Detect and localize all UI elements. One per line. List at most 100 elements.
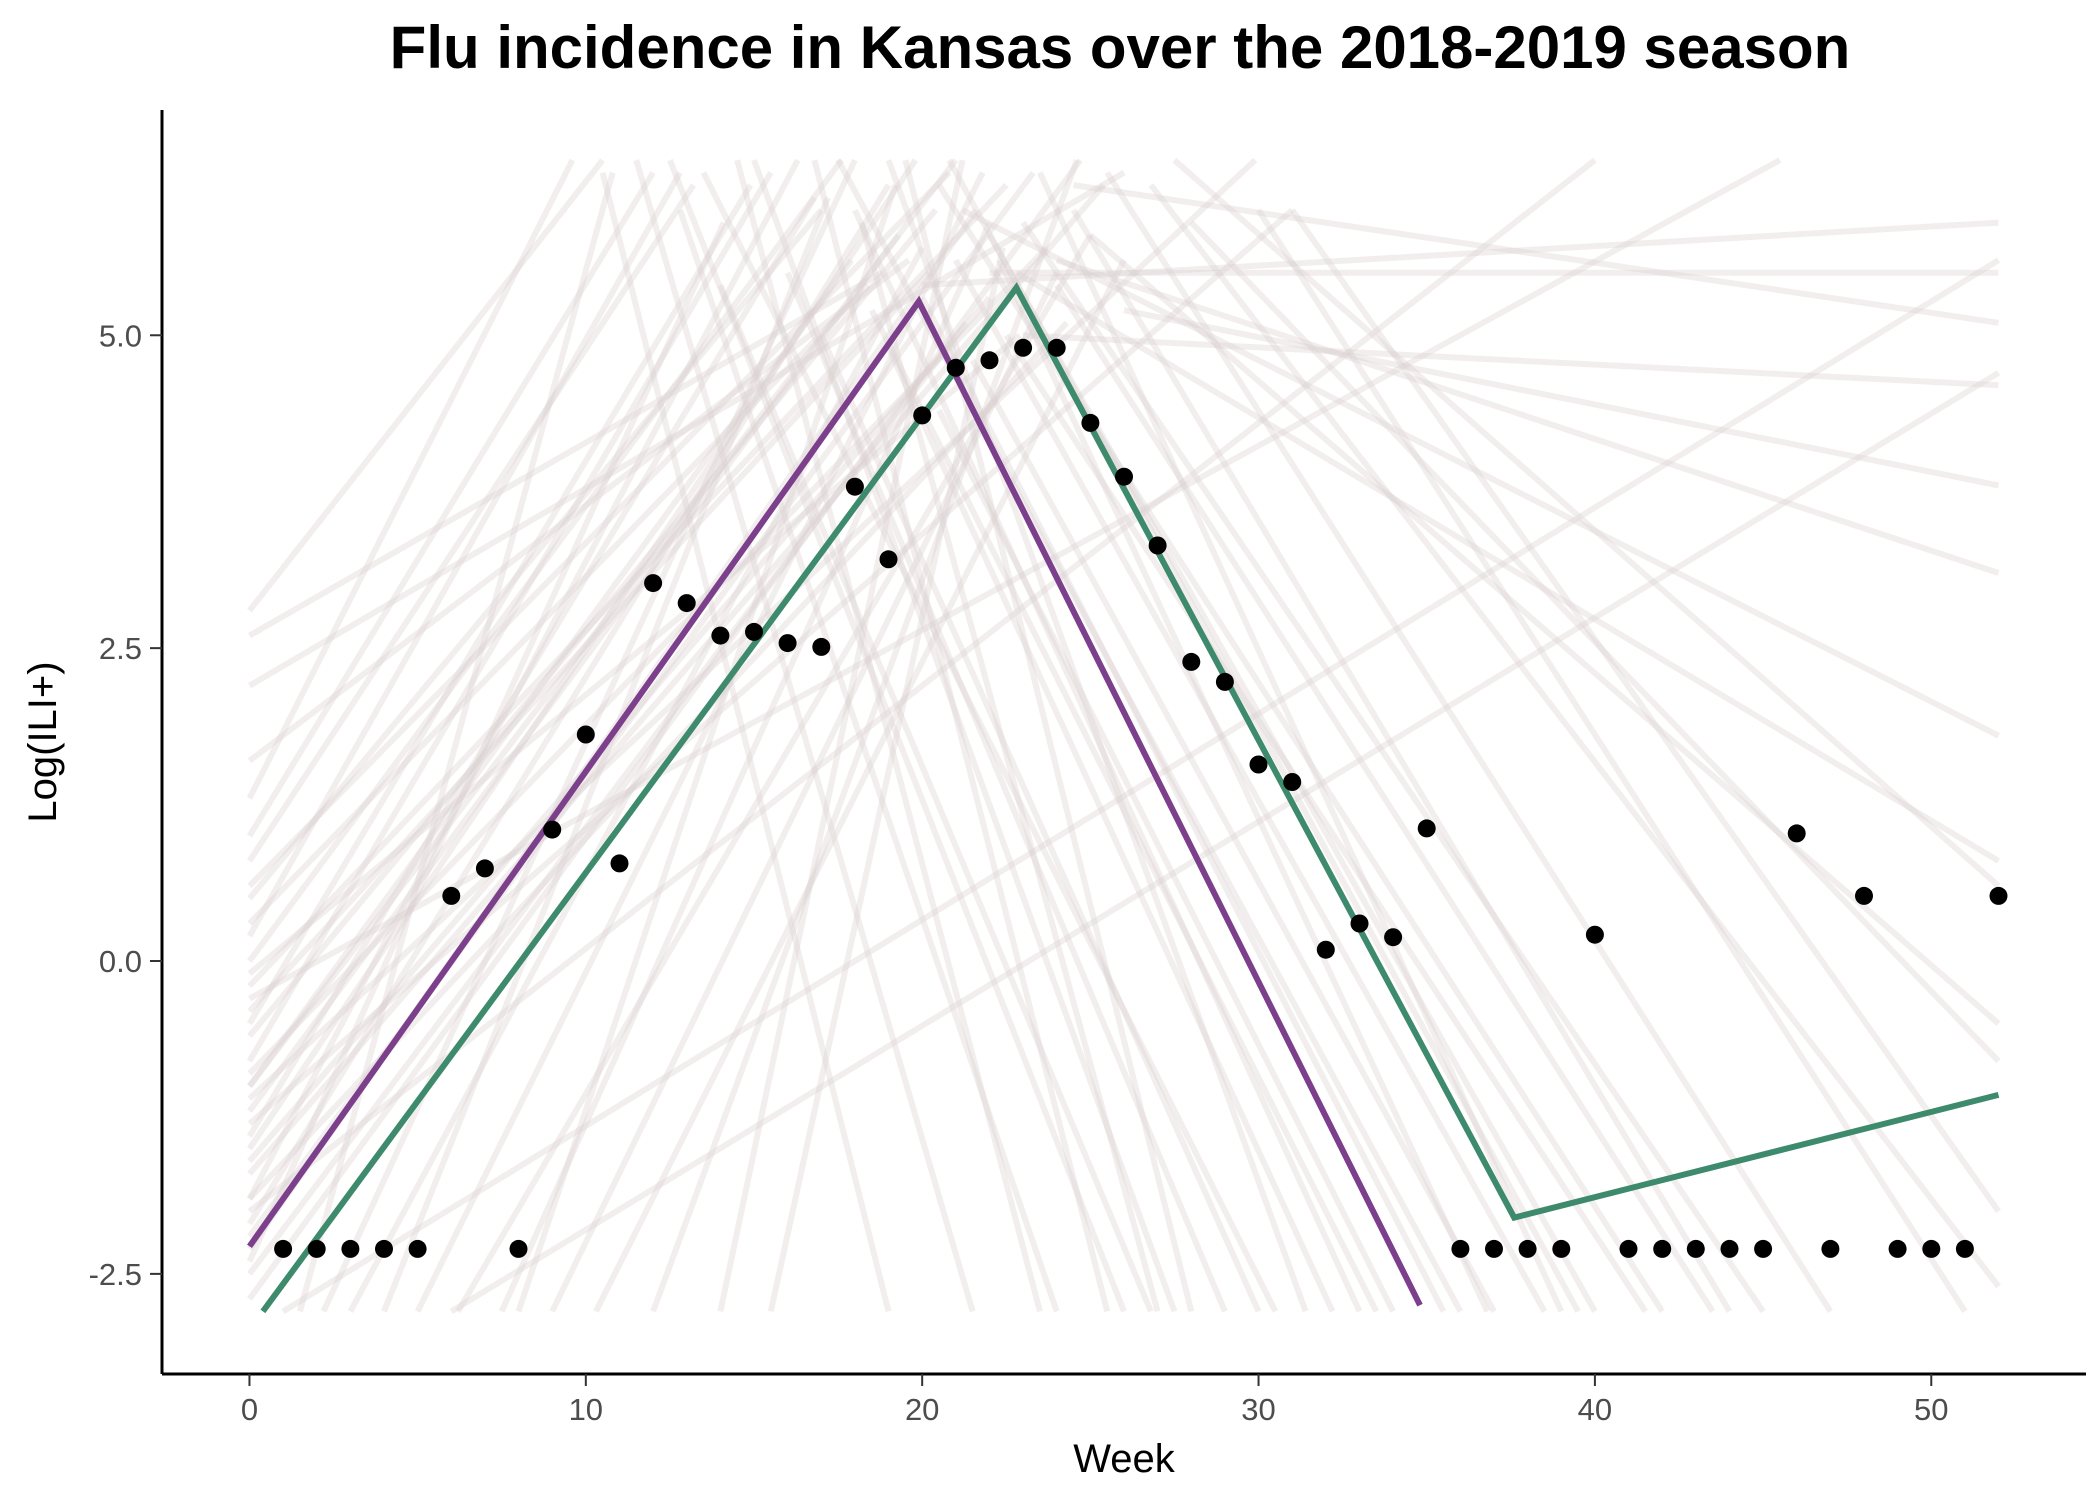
posterior-line-87 bbox=[247, 245, 1049, 1076]
y-tick-label-0.0: 0.0 bbox=[99, 944, 142, 979]
data-point-week-29 bbox=[1215, 672, 1234, 691]
data-point-week-46 bbox=[1787, 824, 1806, 843]
data-point-week-31 bbox=[1283, 773, 1302, 791]
data-point-week-8 bbox=[509, 1239, 528, 1258]
posterior-line-46 bbox=[677, 209, 1060, 1313]
posterior-line-75 bbox=[936, 409, 1396, 1313]
y-tick-label-5.0: 5.0 bbox=[99, 318, 142, 353]
x-tick-label-30: 30 bbox=[1241, 1392, 1275, 1427]
posterior-line-64 bbox=[1088, 232, 2001, 1026]
posterior-line-13 bbox=[246, 171, 683, 938]
posterior-line-79 bbox=[858, 221, 1161, 1313]
posterior-line-38 bbox=[919, 296, 1447, 1313]
data-point-week-48 bbox=[1855, 886, 1873, 905]
data-point-week-41 bbox=[1619, 1239, 1638, 1258]
posterior-line-66 bbox=[1055, 257, 2000, 576]
posterior-line-45 bbox=[717, 284, 1154, 1313]
data-point-week-28 bbox=[1182, 652, 1201, 671]
posterior-line-20 bbox=[414, 171, 986, 1313]
posterior-line-5 bbox=[246, 183, 697, 863]
posterior-line-15 bbox=[247, 233, 902, 1113]
data-point-week-37 bbox=[1485, 1239, 1503, 1258]
data-point-week-40 bbox=[1585, 925, 1604, 944]
posterior-line-19 bbox=[347, 246, 925, 1313]
fit-lines bbox=[247, 282, 2000, 1314]
y-axis-label: Log(ILI+) bbox=[21, 661, 65, 822]
data-point-week-3 bbox=[341, 1239, 360, 1258]
fit-line-purple bbox=[247, 295, 1423, 1307]
posterior-line-31 bbox=[717, 159, 966, 1313]
posterior-line-27 bbox=[297, 171, 616, 1313]
data-point-week-27 bbox=[1148, 536, 1167, 555]
data-point-week-6 bbox=[442, 886, 461, 905]
x-tick-label-10: 10 bbox=[569, 1392, 603, 1427]
posterior-line-84 bbox=[246, 183, 892, 1226]
posterior-line-81 bbox=[734, 159, 1043, 1313]
data-point-week-25 bbox=[1081, 413, 1100, 432]
posterior-line-37 bbox=[449, 370, 2001, 1314]
posterior-line-72 bbox=[1022, 332, 1999, 389]
posterior-line-17 bbox=[247, 183, 1107, 1176]
posterior-line-55 bbox=[751, 159, 1178, 1313]
data-point-week-14 bbox=[711, 626, 730, 645]
posterior-line-23 bbox=[515, 184, 899, 1313]
posterior-line-44 bbox=[784, 271, 1228, 1313]
data-point-week-13 bbox=[677, 594, 696, 613]
posterior-line-2 bbox=[247, 158, 918, 1151]
posterior-line-39 bbox=[953, 258, 1548, 1313]
data-point-week-52 bbox=[1989, 886, 2008, 905]
data-point-week-19 bbox=[879, 550, 898, 569]
posterior-line-57 bbox=[633, 159, 976, 1313]
posterior-line-3 bbox=[247, 158, 959, 1089]
posterior-line-49 bbox=[1054, 283, 1716, 1314]
posterior-line-9 bbox=[246, 158, 801, 1201]
data-point-week-22 bbox=[980, 351, 999, 370]
posterior-line-95 bbox=[247, 170, 952, 889]
data-point-week-10 bbox=[576, 725, 595, 744]
x-tick-label-50: 50 bbox=[1914, 1392, 1948, 1427]
posterior-line-12 bbox=[247, 158, 605, 613]
posterior-line-21 bbox=[498, 221, 993, 1313]
posterior-line-52 bbox=[1255, 208, 1968, 1314]
posterior-line-88 bbox=[247, 283, 871, 926]
posterior-line-25 bbox=[650, 159, 1080, 1313]
posterior-line-96 bbox=[247, 258, 854, 1088]
fit-line-green bbox=[260, 282, 2000, 1314]
posterior-line-8 bbox=[247, 183, 1009, 989]
data-point-week-15 bbox=[745, 622, 763, 641]
x-tick-label-20: 20 bbox=[905, 1392, 939, 1427]
posterior-line-74 bbox=[1289, 208, 2001, 1214]
posterior-line-65 bbox=[961, 207, 2000, 739]
y-tick-label-2.5: 2.5 bbox=[99, 631, 142, 666]
posterior-line-91 bbox=[246, 183, 754, 1026]
data-point-week-2 bbox=[307, 1239, 326, 1258]
posterior-line-42 bbox=[1037, 171, 1565, 1313]
data-point-week-18 bbox=[845, 477, 864, 496]
data-point-week-21 bbox=[946, 358, 965, 377]
posterior-line-73 bbox=[1172, 157, 2001, 889]
posterior-line-18 bbox=[247, 208, 824, 901]
data-point-week-23 bbox=[1014, 338, 1033, 357]
posterior-line-28 bbox=[455, 233, 1093, 1313]
x-tick-label-0: 0 bbox=[241, 1392, 258, 1427]
posterior-line-48 bbox=[1003, 333, 1648, 1314]
data-point-week-38 bbox=[1518, 1239, 1537, 1258]
posterior-line-83 bbox=[1070, 208, 1733, 1313]
data-point-week-5 bbox=[408, 1239, 427, 1258]
data-point-week-7 bbox=[475, 859, 494, 878]
x-tick-label-40: 40 bbox=[1578, 1392, 1612, 1427]
posterior-line-59 bbox=[969, 358, 1497, 1313]
data-point-week-4 bbox=[375, 1239, 393, 1258]
posterior-line-32 bbox=[247, 207, 1295, 1126]
posterior-line-61 bbox=[902, 159, 1195, 1313]
posterior-line-86 bbox=[247, 295, 992, 1164]
posterior-line-82 bbox=[667, 158, 1127, 1313]
posterior-line-36 bbox=[281, 257, 2001, 1314]
data-point-week-9 bbox=[543, 820, 562, 839]
data-point-week-47 bbox=[1821, 1239, 1840, 1258]
posterior-line-26 bbox=[767, 247, 1006, 1313]
posterior-line-34 bbox=[248, 157, 1782, 1002]
data-point-week-16 bbox=[778, 634, 797, 653]
posterior-line-98 bbox=[247, 320, 969, 1276]
